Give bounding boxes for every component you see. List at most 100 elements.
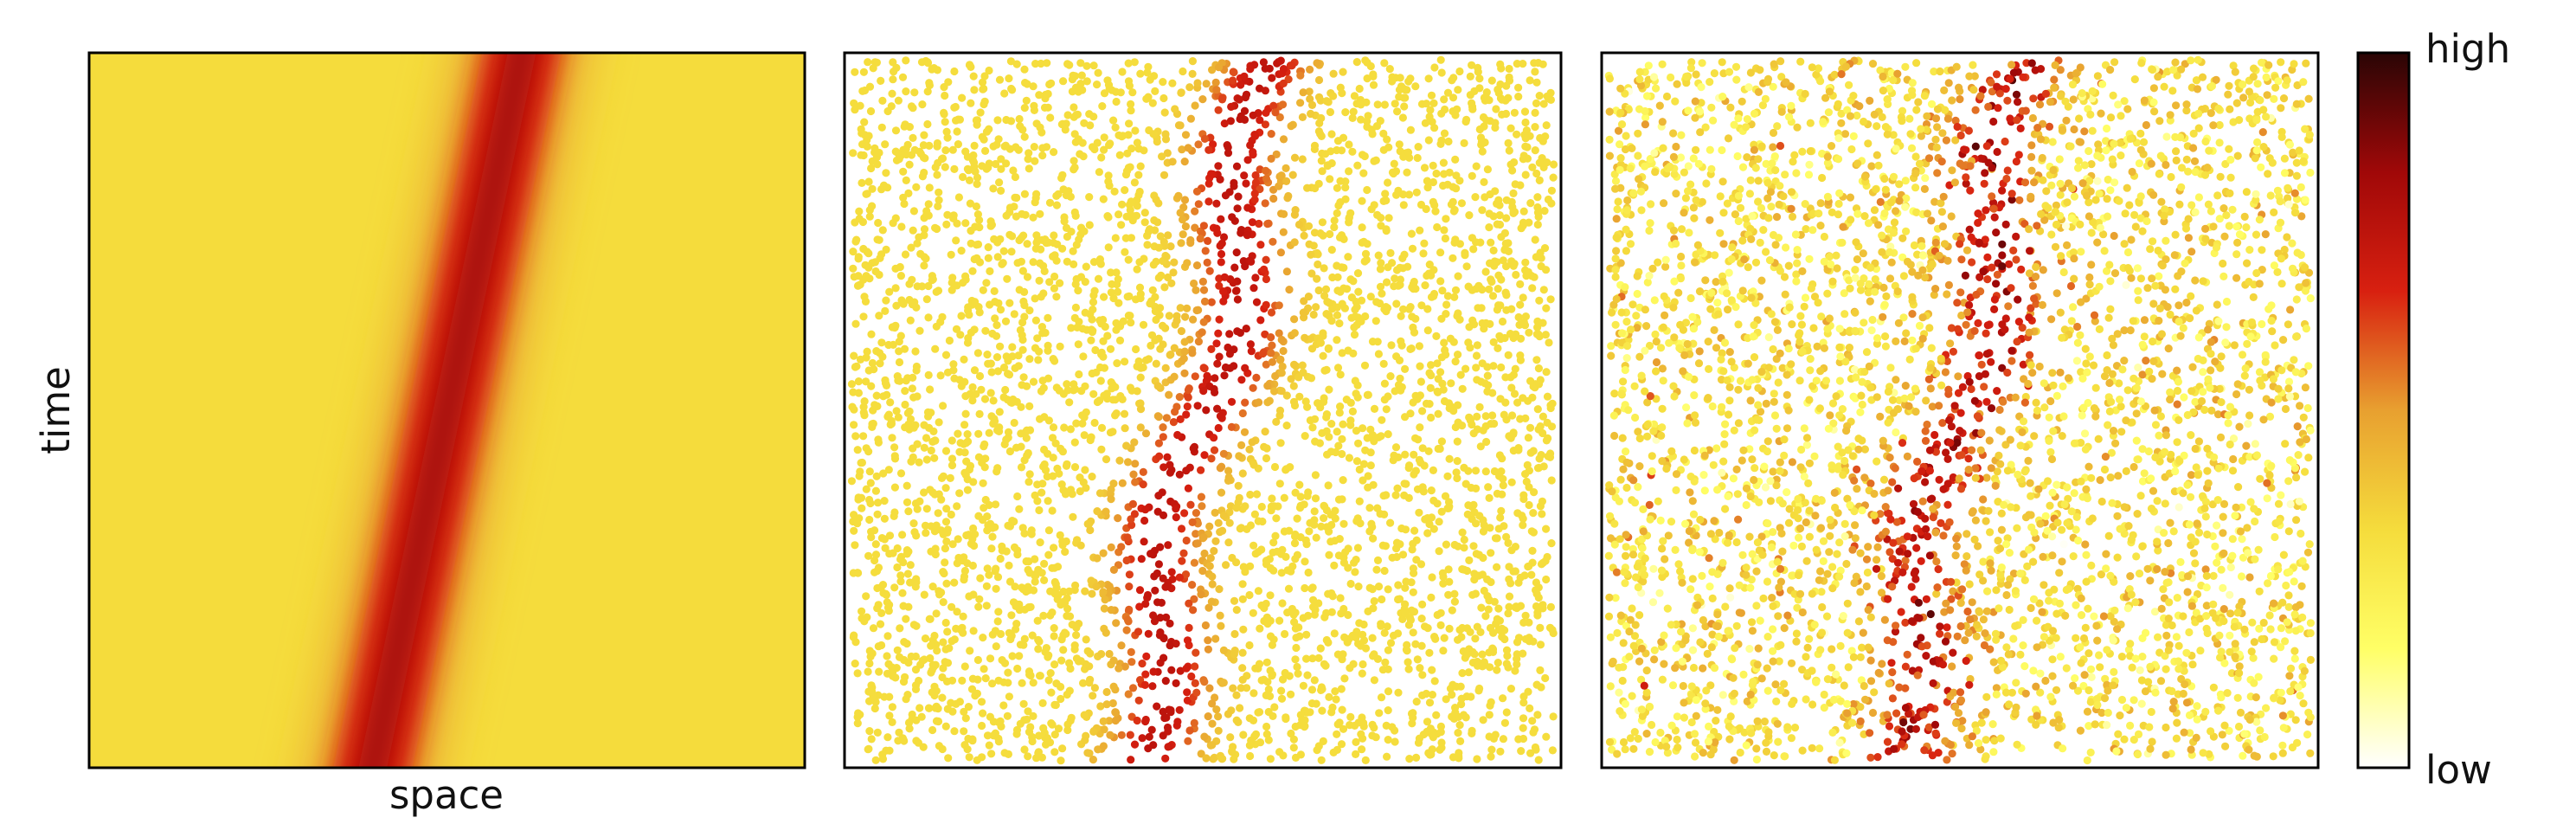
scatter-dot (1464, 668, 1473, 677)
scatter-dot (1290, 360, 1299, 369)
scatter-dot (1388, 168, 1397, 177)
scatter-dot (1468, 61, 1476, 69)
scatter-dot (866, 479, 875, 487)
scatter-dot (940, 83, 948, 92)
scatter-dot (1210, 753, 1218, 763)
scatter-dot (929, 427, 938, 435)
scatter-dot (1521, 171, 1530, 179)
scatter-dot (1216, 175, 1224, 183)
scatter-dot (1197, 492, 1205, 501)
scatter-dot (1310, 520, 1319, 529)
scatter-dot (1282, 391, 1291, 400)
scatter-dot (909, 207, 918, 216)
scatter-dot (1267, 333, 1275, 342)
scatter-dot (1483, 575, 1492, 584)
scatter-dot (1282, 177, 1291, 185)
scatter-dot (1009, 166, 1018, 175)
scatter-dot (922, 455, 931, 464)
scatter-dot (1159, 707, 1167, 716)
scatter-dot (883, 733, 892, 742)
scatter-dot (1238, 675, 1247, 685)
scatter-dot (1538, 497, 1546, 505)
scatter-dot (2258, 319, 2266, 329)
scatter-dot (2219, 583, 2227, 593)
scatter-dot (1452, 682, 1461, 692)
scatter-dot (851, 660, 859, 668)
scatter-dot (1498, 95, 1506, 104)
scatter-dot (1164, 541, 1172, 550)
scatter-dot (1192, 648, 1200, 657)
scatter-dot (1521, 118, 1530, 127)
scatter-dot (978, 162, 986, 171)
scatter-dot (1455, 240, 1464, 248)
scatter-dot (1505, 76, 1514, 85)
scatter-dot (942, 537, 951, 546)
scatter-dot (1435, 518, 1443, 526)
scatter-dot (1294, 669, 1302, 678)
scatter-dot (1220, 119, 1229, 128)
scatter-dot (1059, 185, 1068, 194)
scatter-dot (1539, 412, 1547, 421)
scatter-dot (1526, 704, 1534, 713)
scatter-dot (1124, 59, 1133, 68)
scatter-dot (1174, 191, 1183, 200)
scatter-dot (865, 212, 874, 221)
scatter-dot (1462, 115, 1471, 124)
scatter-dot (1262, 174, 1271, 183)
scatter-dot (1521, 142, 1530, 151)
scatter-dot (1384, 646, 1392, 654)
scatter-dot (1021, 210, 1030, 219)
scatter-dot (1327, 246, 1336, 254)
scatter-dot (1127, 521, 1136, 530)
scatter-dot (1783, 390, 1791, 399)
scatter-dot (1070, 157, 1078, 165)
scatter-dot (1090, 418, 1099, 428)
scatter-dot (1025, 149, 1033, 158)
scatter-dot (1050, 563, 1059, 572)
scatter-dot (1502, 708, 1511, 717)
scatter-dot (1217, 215, 1225, 223)
scatter-dot (1926, 384, 1935, 393)
scatter-dot (1270, 502, 1279, 511)
scatter-dot (939, 598, 948, 607)
scatter-dot (1046, 587, 1055, 595)
scatter-dot (1278, 599, 1287, 608)
scatter-dot (1943, 290, 1951, 299)
scatter-dot (1059, 587, 1068, 596)
scatter-dot (1392, 299, 1401, 308)
scatter-dot (1103, 212, 1112, 221)
scatter-dot (1217, 239, 1226, 248)
scatter-dot (954, 429, 962, 438)
scatter-dot (1238, 664, 1247, 673)
scatter-dot (1489, 734, 1498, 744)
scatter-dot (1358, 223, 1366, 232)
scatter-dot (1322, 410, 1331, 419)
scatter-dot (1241, 262, 1249, 271)
scatter-dot (993, 573, 1003, 582)
scatter-dot (1123, 533, 1132, 542)
scatter-dot (890, 323, 899, 332)
scatter-dot (1157, 271, 1166, 280)
scatter-dot (1438, 286, 1447, 295)
scatter-dot (1317, 157, 1326, 165)
scatter-dot (1188, 581, 1197, 589)
scatter-dot (1214, 162, 1223, 171)
scatter-dot (1497, 506, 1506, 516)
scatter-dot (1220, 371, 1229, 380)
scatter-dot (1306, 94, 1314, 103)
scatter-dot (930, 454, 939, 462)
scatter-dot (902, 377, 910, 385)
scatter-dot (1477, 140, 1486, 149)
scatter-dot (1185, 726, 1194, 735)
scatter-dot (909, 226, 917, 235)
scatter-dot (1315, 119, 1324, 127)
scatter-dot (901, 423, 909, 432)
scatter-dot (1489, 246, 1498, 254)
scatter-dot (2171, 230, 2180, 239)
scatter-dot (1159, 433, 1167, 441)
scatter-dot (1266, 692, 1275, 701)
scatter-dot (1524, 434, 1532, 442)
scatter-dot (1472, 162, 1481, 171)
scatter-dot (926, 385, 935, 394)
scatter-dot (2142, 357, 2150, 365)
